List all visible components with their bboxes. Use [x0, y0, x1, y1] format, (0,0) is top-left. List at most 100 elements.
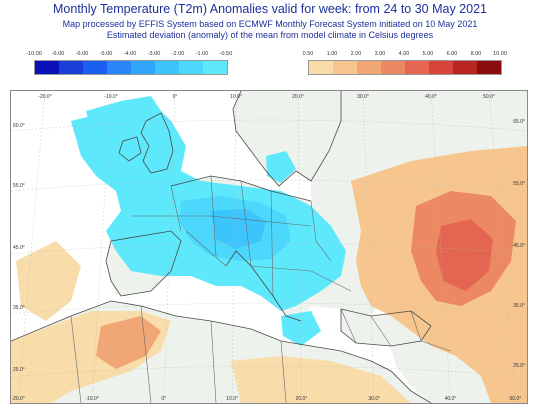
legend_cold-label-4: -4.00 [123, 51, 137, 57]
coastline-1 [118, 136, 142, 162]
lat-label-right-4: 25.0° [513, 363, 525, 369]
lat-label-right-3: 35.0° [513, 303, 525, 309]
legend_warm-label-7: 8.00 [470, 51, 482, 57]
legend_warm-label-4: 4.00 [398, 51, 410, 57]
country-border-5 [185, 230, 227, 267]
anomaly-cold-atlantic [86, 96, 161, 131]
legend_warm-swatch-4 [405, 61, 429, 74]
coastline-7 [225, 250, 302, 322]
anomaly-cold-africa [281, 311, 321, 346]
graticule [11, 91, 527, 403]
legend_cold-label-0: -10.00 [26, 51, 42, 57]
coastline-6 [340, 308, 432, 347]
legend_warm-label-1: 1.00 [326, 51, 338, 57]
map-subtitle-units: Estimated deviation (anomaly) of the mea… [106, 30, 434, 40]
legend_warm-label-5: 5.00 [422, 51, 434, 57]
meridian-6 [430, 91, 451, 403]
coastline-2 [232, 91, 342, 187]
country-border-9 [140, 305, 152, 403]
anomaly-cold-deep [211, 209, 266, 249]
anomaly-warm-africa-east [231, 356, 411, 403]
country-border-7 [131, 215, 312, 227]
lon-label-top-0: -20.0° [38, 94, 51, 100]
map-subtitle-source: Map processed by EFFIS System based on E… [62, 19, 478, 29]
legend_cold-label-8: -0.50 [219, 51, 233, 57]
axis-tick-labels: -20.0° -10.0° 0° 10.0° 20.0° 30.0° 40.0° 50.0° -… [11, 94, 525, 402]
coastlines [11, 91, 432, 403]
lon-label-top-5: 30.0° [357, 94, 369, 100]
lon-label-top-6: 40.0° [425, 94, 437, 100]
lat-label-left-4: 25.0° [13, 367, 25, 373]
anomaly-map[interactable]: -20.0° -10.0° 0° 10.0° 20.0° 30.0° 40.0° 50.0° -… [10, 90, 528, 404]
legend_cold-swatch-0 [35, 61, 59, 74]
land-middle-east [391, 341, 491, 403]
lon-label-bottom-0: -20.0° [11, 396, 24, 402]
legend_warm-swatch-0 [309, 61, 333, 74]
legend_cold-swatch-4 [131, 61, 155, 74]
legend_warm-swatch-7 [477, 61, 501, 74]
anomaly-cold-scandi [266, 151, 296, 183]
lon-label-top-2: 0° [173, 94, 178, 100]
country-border-14 [370, 315, 392, 347]
legend_warm-swatch-2 [357, 61, 381, 74]
lat-label-left-2: 45.0° [13, 245, 25, 251]
legend_cold-swatch-7 [203, 61, 227, 74]
legend_cold-label-7: -1.00 [195, 51, 209, 57]
meridian-2 [163, 91, 176, 403]
coastline-4 [105, 230, 182, 297]
legend_warm-swatch-3 [381, 61, 405, 74]
lat-label-left-0: 60.0° [13, 123, 25, 129]
legend_warm-swatch-1 [333, 61, 357, 74]
country-border-2 [240, 180, 252, 267]
legend_cold-label-1: -6.00 [51, 51, 65, 57]
lon-label-bottom-4: 20.0° [296, 396, 308, 402]
lon-label-top-3: 10.0° [230, 94, 242, 100]
legend_warm-swatch-5 [429, 61, 453, 74]
meridian-1 [91, 91, 112, 403]
lat-label-left-1: 55.0° [13, 183, 25, 189]
parallel-3 [11, 302, 527, 315]
land-scandinavia [233, 91, 341, 186]
lon-label-bottom-2: 0° [161, 396, 166, 402]
legend_warm-label-2: 2.00 [350, 51, 362, 57]
anomaly-warm-iberia [16, 241, 81, 321]
legend_cold-swatch-1 [59, 61, 83, 74]
lon-label-bottom-6: 40.0° [445, 396, 457, 402]
map-canvas: -20.0° -10.0° 0° 10.0° 20.0° 30.0° 40.0° 50.0° -… [11, 91, 527, 403]
country-border-10 [210, 320, 217, 403]
legend-cold-colorbar [34, 60, 228, 75]
country-border-12 [340, 308, 357, 344]
lon-label-top-1: -10.0° [104, 94, 117, 100]
meridian-5 [362, 91, 375, 403]
legend_cold-label-5: -3.00 [147, 51, 161, 57]
coastline-5 [11, 300, 432, 403]
parallel-4 [11, 365, 527, 378]
meridian-4 [297, 91, 302, 403]
country-border-3 [270, 190, 274, 297]
legend_cold-label-6: -2.00 [171, 51, 185, 57]
meridian-0 [17, 91, 46, 403]
lat-label-right-2: 45.0° [513, 243, 525, 249]
legend_warm-swatch-6 [453, 61, 477, 74]
legend_warm-label-6: 6.00 [446, 51, 458, 57]
meridian-3 [231, 91, 237, 403]
lon-label-bottom-3: 10.0° [226, 396, 238, 402]
country-border-0 [170, 185, 182, 232]
map-title: Monthly Temperature (T2m) Anomalies vali… [53, 2, 487, 16]
legend_cold-swatch-6 [179, 61, 203, 74]
legend_cold-swatch-5 [155, 61, 179, 74]
country-border-11 [280, 340, 287, 403]
lon-label-top-4: 20.0° [292, 94, 304, 100]
legend_cold-label-3: -5.00 [99, 51, 113, 57]
anomaly-warm-africa-west-core [96, 316, 161, 369]
country-border-6 [250, 265, 352, 292]
country-border-8 [70, 315, 82, 403]
parallel-1 [11, 179, 527, 192]
legend_cold-swatch-2 [83, 61, 107, 74]
lon-label-bottom-7: 50.0° [510, 396, 522, 402]
coastline-3 [170, 175, 312, 202]
parallel-0 [11, 119, 527, 132]
legend_cold-swatch-3 [107, 61, 131, 74]
meridian-7 [488, 91, 516, 403]
lat-label-right-1: 55.0° [513, 181, 525, 187]
